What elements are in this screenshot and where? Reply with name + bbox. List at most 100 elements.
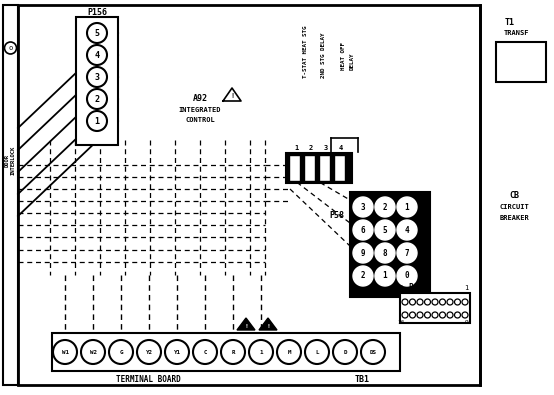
- Circle shape: [462, 312, 468, 318]
- Circle shape: [397, 243, 417, 263]
- Circle shape: [397, 220, 417, 240]
- Circle shape: [397, 266, 417, 286]
- Text: 0: 0: [404, 271, 409, 280]
- Text: W2: W2: [90, 350, 96, 354]
- Circle shape: [221, 340, 245, 364]
- Circle shape: [249, 340, 273, 364]
- Circle shape: [87, 111, 107, 131]
- Text: 2: 2: [383, 203, 387, 211]
- Text: P156: P156: [87, 8, 107, 17]
- Bar: [289, 155, 300, 181]
- Polygon shape: [223, 88, 241, 101]
- Circle shape: [305, 340, 329, 364]
- Text: 9: 9: [361, 248, 365, 258]
- Text: 1: 1: [383, 271, 387, 280]
- Circle shape: [109, 340, 133, 364]
- Bar: [334, 155, 345, 181]
- Text: 6: 6: [361, 226, 365, 235]
- Text: 8: 8: [383, 248, 387, 258]
- Circle shape: [193, 340, 217, 364]
- Bar: [350, 192, 430, 297]
- Text: Y2: Y2: [146, 350, 152, 354]
- Bar: [319, 155, 330, 181]
- Text: A92: A92: [192, 94, 208, 102]
- Circle shape: [432, 299, 438, 305]
- Circle shape: [454, 299, 460, 305]
- Text: CONTROL: CONTROL: [185, 117, 215, 123]
- Text: TERMINAL BOARD: TERMINAL BOARD: [116, 376, 181, 384]
- Bar: [304, 155, 315, 181]
- Text: 2: 2: [309, 145, 313, 151]
- Bar: [496, 42, 546, 82]
- Text: W1: W1: [61, 350, 69, 354]
- Text: !: !: [230, 93, 234, 99]
- Text: 4: 4: [95, 51, 100, 60]
- Text: C: C: [203, 350, 207, 354]
- Circle shape: [439, 299, 445, 305]
- Circle shape: [454, 312, 460, 318]
- Text: BREAKER: BREAKER: [499, 215, 529, 221]
- Text: 16: 16: [397, 320, 405, 325]
- Circle shape: [447, 312, 453, 318]
- Text: 3: 3: [95, 73, 100, 81]
- Text: DELAY: DELAY: [350, 53, 355, 70]
- Circle shape: [397, 197, 417, 217]
- Circle shape: [375, 266, 395, 286]
- Text: TRANSF: TRANSF: [503, 30, 529, 36]
- Circle shape: [4, 42, 17, 54]
- Text: CIRCUIT: CIRCUIT: [499, 204, 529, 210]
- Text: INTEGRATED: INTEGRATED: [179, 107, 221, 113]
- Text: 2: 2: [361, 271, 365, 280]
- Text: DOOR
INTERLOCK: DOOR INTERLOCK: [5, 145, 16, 175]
- Text: 9: 9: [464, 320, 468, 325]
- Circle shape: [432, 312, 438, 318]
- Circle shape: [353, 197, 373, 217]
- Text: o: o: [8, 45, 13, 51]
- Circle shape: [375, 220, 395, 240]
- Polygon shape: [237, 318, 255, 330]
- Circle shape: [53, 340, 77, 364]
- Text: 1: 1: [464, 285, 468, 291]
- Circle shape: [353, 220, 373, 240]
- Text: 1: 1: [95, 117, 100, 126]
- Circle shape: [409, 312, 416, 318]
- Circle shape: [402, 312, 408, 318]
- Circle shape: [277, 340, 301, 364]
- Circle shape: [375, 197, 395, 217]
- Text: HEAT OFF: HEAT OFF: [341, 42, 346, 70]
- Circle shape: [87, 89, 107, 109]
- Text: 8: 8: [399, 285, 403, 291]
- Bar: [76, 17, 118, 145]
- Text: !: !: [244, 324, 248, 329]
- Circle shape: [424, 312, 430, 318]
- Text: M: M: [288, 350, 291, 354]
- Circle shape: [87, 45, 107, 65]
- Text: Y1: Y1: [173, 350, 181, 354]
- Text: G: G: [119, 350, 123, 354]
- Circle shape: [87, 67, 107, 87]
- Text: R: R: [231, 350, 235, 354]
- Text: P46: P46: [408, 284, 422, 293]
- Text: 4: 4: [339, 145, 343, 151]
- Bar: [3, 5, 18, 385]
- Circle shape: [417, 312, 423, 318]
- Circle shape: [409, 299, 416, 305]
- Text: 1: 1: [404, 203, 409, 211]
- Text: 2: 2: [95, 94, 100, 103]
- Text: !: !: [266, 324, 270, 329]
- Circle shape: [81, 340, 105, 364]
- Text: T-STAT HEAT STG: T-STAT HEAT STG: [302, 26, 307, 78]
- Circle shape: [87, 23, 107, 43]
- Text: D: D: [343, 350, 347, 354]
- Text: DS: DS: [370, 350, 377, 354]
- Circle shape: [439, 312, 445, 318]
- Bar: [286, 153, 352, 183]
- Text: P58: P58: [330, 211, 345, 220]
- Text: CB: CB: [509, 190, 519, 199]
- Text: 5: 5: [383, 226, 387, 235]
- Circle shape: [462, 299, 468, 305]
- Text: 1: 1: [259, 350, 263, 354]
- Circle shape: [165, 340, 189, 364]
- Circle shape: [333, 340, 357, 364]
- Polygon shape: [259, 318, 277, 330]
